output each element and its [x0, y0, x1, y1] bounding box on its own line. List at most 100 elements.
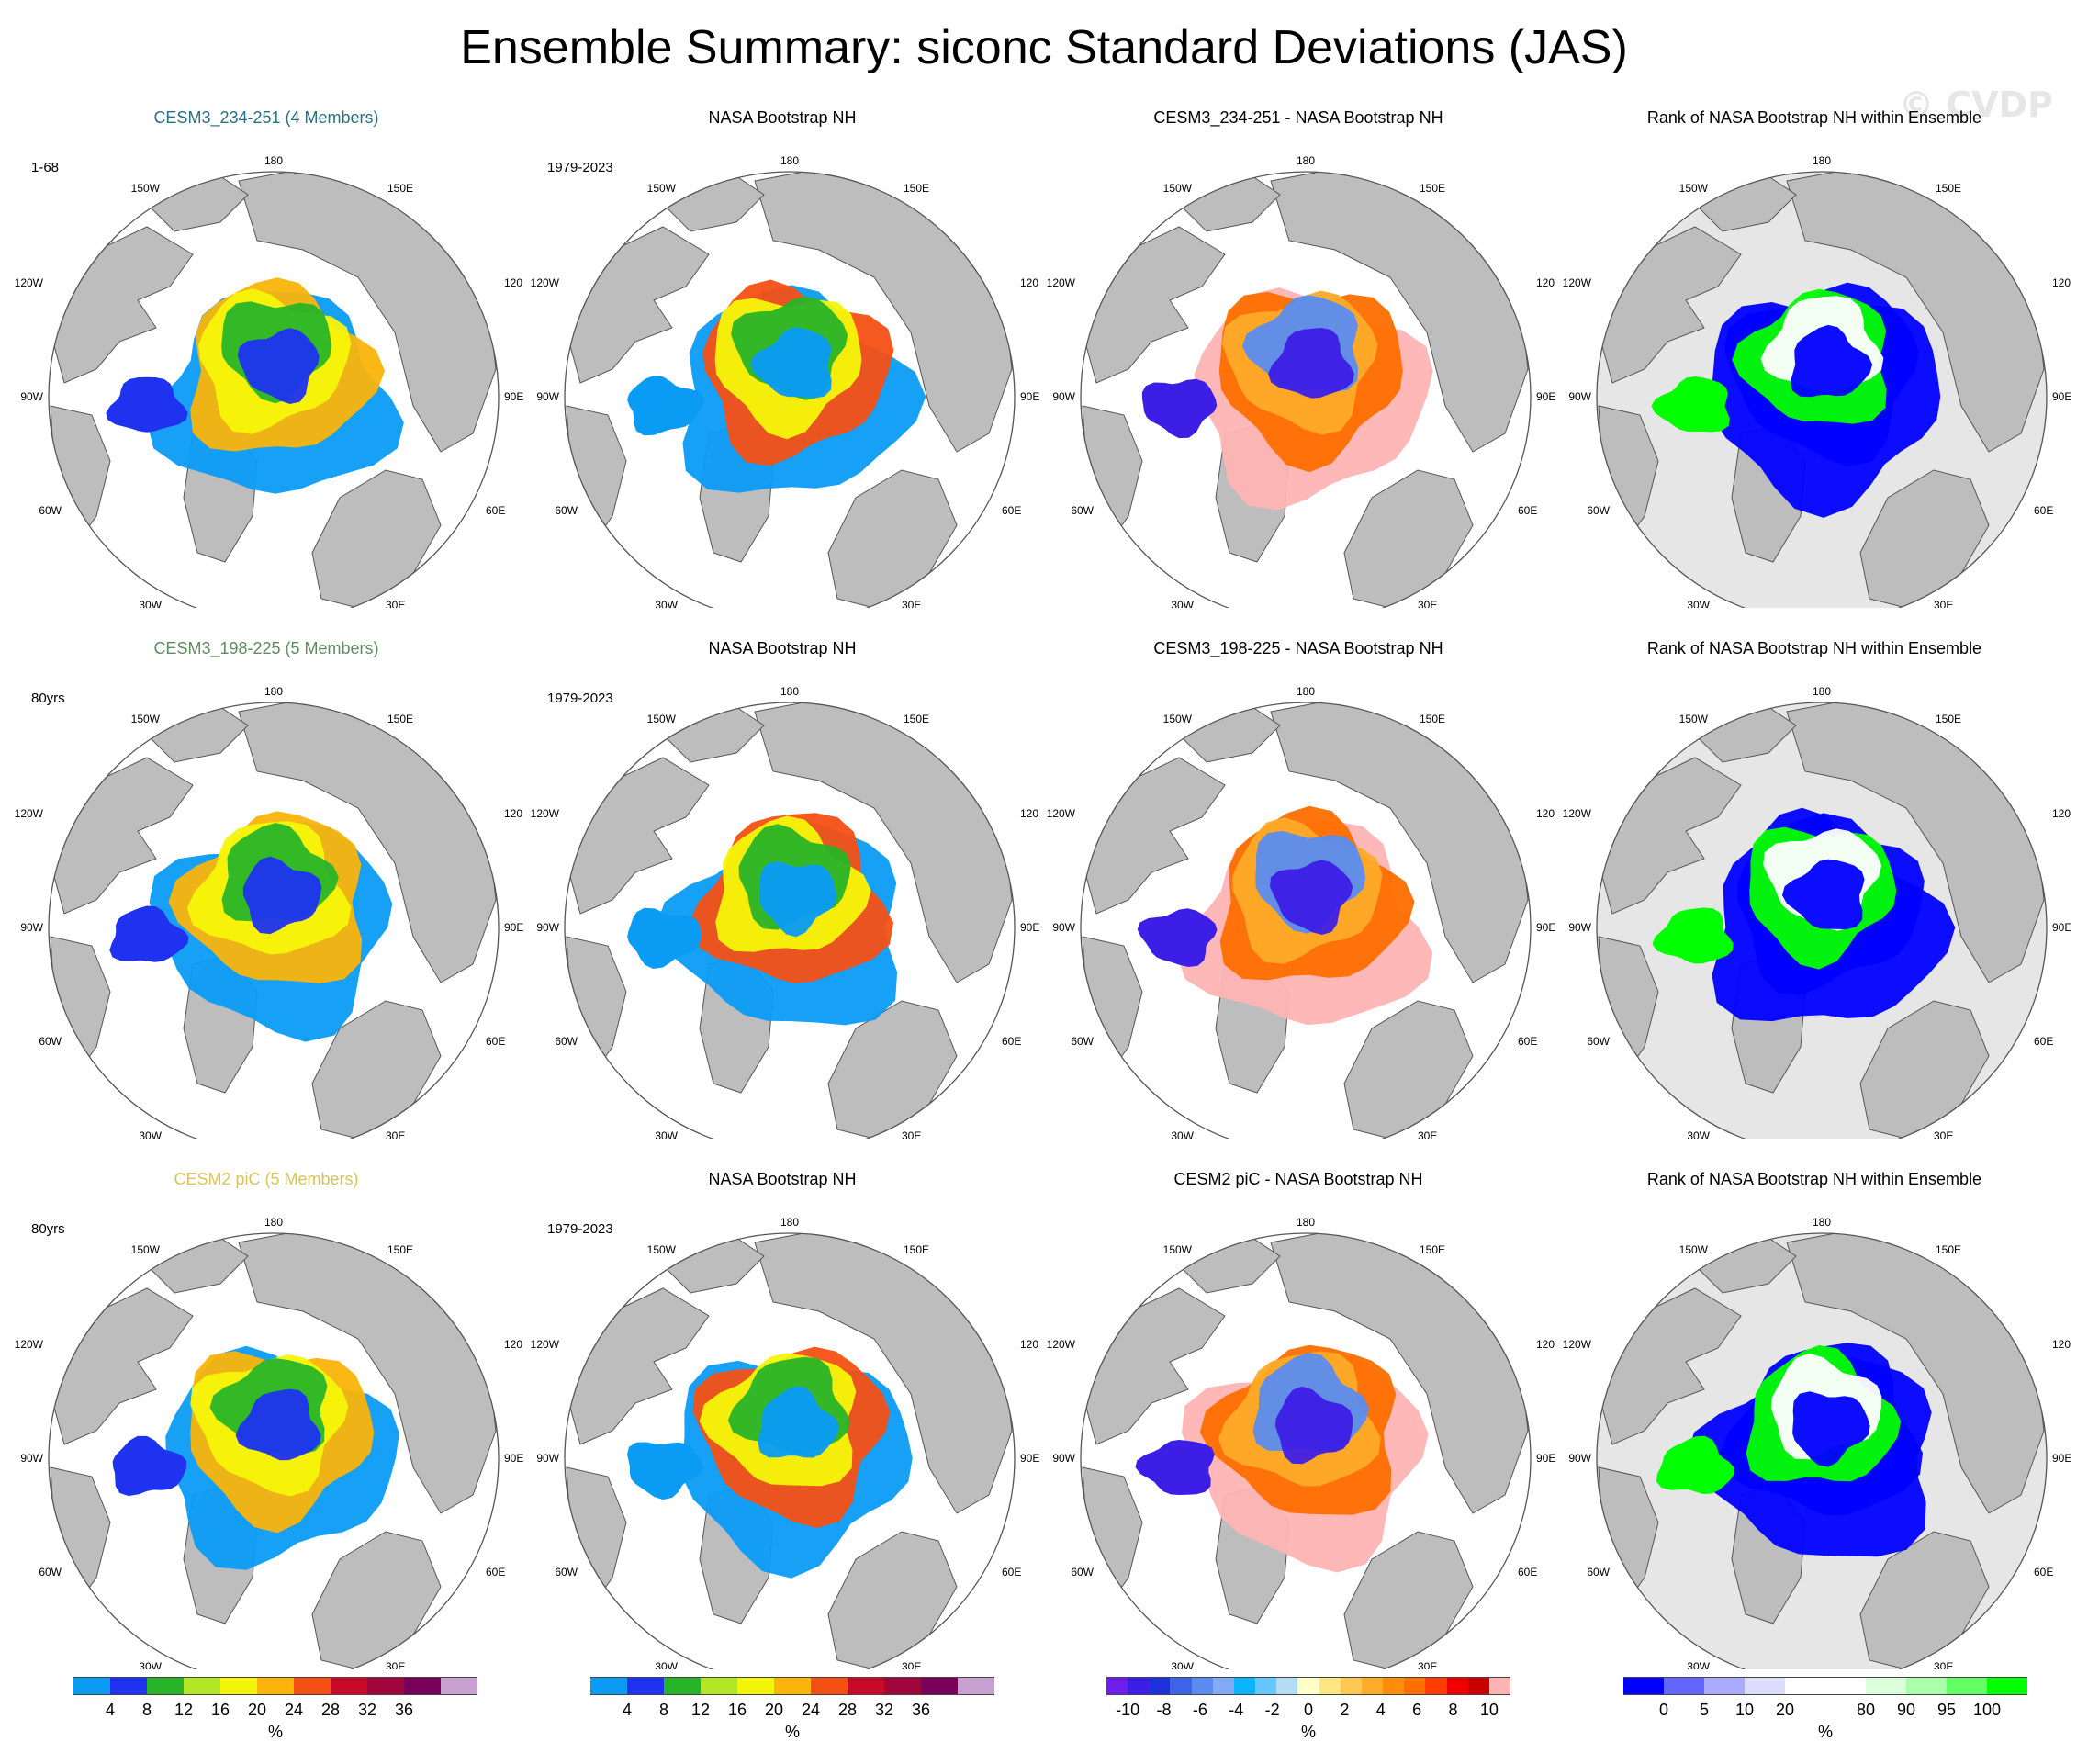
sea-ice-field-4: [1791, 324, 1873, 398]
lon-label-n30w: 30W: [139, 1660, 162, 1669]
colorbar-swatch: [701, 1677, 737, 1695]
map-content: [566, 1233, 1013, 1669]
polar-map: 180150E150W120E120W90E90W60E60W30E30W0: [15, 685, 523, 1139]
lon-label-n90e: 90E: [504, 1452, 523, 1465]
lon-label-n120e: 120E: [2052, 1338, 2071, 1351]
colorbar-swatch: [1383, 1677, 1405, 1695]
colorbar-swatch: [1947, 1677, 1987, 1695]
lon-label-n150e: 150E: [1936, 182, 1961, 195]
lon-label-n60w: 60W: [39, 1566, 62, 1579]
colorbar-swatch: [1425, 1677, 1447, 1695]
colorbar-tick-label: 10: [1734, 1701, 1755, 1719]
colorbar-swatch: [220, 1677, 257, 1695]
panel-title: Rank of NASA Bootstrap NH within Ensembl…: [1646, 639, 1982, 657]
map-border: [1080, 1232, 1532, 1669]
colorbar-tick-label: 16: [727, 1701, 747, 1719]
colorbar-tick-label: 32: [357, 1701, 377, 1719]
colorbar-swatch: [1297, 1677, 1319, 1695]
colorbar-swatch: [590, 1677, 627, 1695]
lon-label-n60w: 60W: [1587, 1566, 1610, 1579]
lon-label-n90w: 90W: [20, 921, 43, 934]
polar-map: 180150E150W120E120W90E90W60E60W30E30W0: [15, 154, 523, 608]
colorbar-difference: -10 -8 -6 -4 -2 0 2 4 6 8 10%: [1106, 1677, 1510, 1755]
lon-label-n90e: 90E: [2052, 921, 2071, 934]
lon-label-n60e: 60E: [1002, 504, 1021, 517]
polar-map: 180150E150W120E120W90E90W60E60W30E30W0: [531, 154, 1039, 608]
colorbar-swatch: [921, 1677, 958, 1695]
colorbar-swatch: [1785, 1677, 1825, 1695]
colorbar-swatch: [1745, 1677, 1785, 1695]
polar-map: 180150E150W120E120W90E90W60E60W30E30W0: [1047, 685, 1555, 1139]
lon-label-n90e: 90E: [504, 390, 523, 403]
lon-label-n180: 180: [264, 154, 283, 167]
lon-label-n60e: 60E: [1518, 1035, 1537, 1048]
land-mass-3: [311, 469, 442, 608]
colorbar-unit: %: [784, 1723, 800, 1741]
colorbar-stddev: 4 8 12 16 20 24 28 32 36%: [73, 1677, 477, 1755]
colorbar-swatch: [1361, 1677, 1384, 1695]
lon-label-n120e: 120E: [2052, 807, 2071, 820]
map-border: [1080, 171, 1532, 608]
map-border: [48, 1232, 500, 1669]
lon-label-n30w: 30W: [1171, 599, 1194, 608]
sea-ice-field-4: [1792, 1391, 1870, 1467]
colorbar-swatch: [1404, 1677, 1426, 1695]
colorbar-swatch: [1233, 1677, 1256, 1695]
map-border: [1080, 702, 1532, 1139]
colorbar-swatch: [811, 1677, 848, 1695]
lon-label-n120w: 120W: [15, 276, 44, 289]
colorbar-tick-label: 10: [1479, 1701, 1499, 1719]
colorbar-swatch: [294, 1677, 331, 1695]
lon-label-n90w: 90W: [1052, 390, 1075, 403]
lon-label-n120e: 120E: [504, 276, 523, 289]
lon-label-n150e: 150E: [1420, 713, 1445, 725]
lon-label-n120w: 120W: [531, 276, 560, 289]
colorbar-tick-label: -2: [1264, 1701, 1280, 1719]
colorbar-swatches: [1106, 1677, 1510, 1695]
sea-ice-baffin: [627, 376, 704, 436]
lon-label-n30w: 30W: [1687, 1660, 1710, 1669]
map-panel-5: CESM3_198-225 (5 Members) 80yrs 180 150E 150…: [9, 639, 523, 1139]
colorbar-unit: %: [267, 1723, 283, 1741]
colorbar-tick-label: 12: [174, 1701, 194, 1719]
lon-label-n120e: 120E: [504, 807, 523, 820]
lon-label-n30e: 30E: [1934, 1129, 1953, 1139]
lon-label-n150w: 150W: [647, 713, 677, 725]
lon-label-n60e: 60E: [486, 504, 505, 517]
colorbar-unit: %: [1817, 1723, 1833, 1741]
colorbar-swatch: [441, 1677, 477, 1695]
lon-label-n60w: 60W: [555, 1035, 578, 1048]
colorbar-tick-label: 24: [284, 1701, 304, 1719]
lon-label-n30e: 30E: [386, 1129, 405, 1139]
panel-period: 80yrs: [31, 1221, 65, 1237]
map-content: [1082, 172, 1529, 608]
lon-label-n90e: 90E: [1536, 1452, 1555, 1465]
sea-ice-field-4: [1270, 860, 1353, 935]
lon-label-n30w: 30W: [139, 599, 162, 608]
lon-label-n150w: 150W: [1679, 182, 1709, 195]
colorbar-swatch: [1467, 1677, 1489, 1695]
map-content: [1082, 1233, 1529, 1669]
colorbar-swatch: [1704, 1677, 1745, 1695]
map-content: [1598, 702, 2045, 1139]
colorbar-rank: 0 5 10 20 80 90 95 100%: [1623, 1677, 2027, 1755]
map-panel-7: CESM3_198-225 - NASA Bootstrap NH 180 150E…: [1041, 639, 1555, 1139]
lon-label-n120w: 120W: [1047, 276, 1076, 289]
polar-map: 180150E150W120E120W90E90W60E60W30E30W0: [1047, 1216, 1555, 1669]
panel-title: NASA Bootstrap NH: [708, 639, 857, 657]
colorbar-swatch: [627, 1677, 664, 1695]
lon-label-n180: 180: [780, 685, 799, 698]
lon-label-n30e: 30E: [386, 1660, 405, 1669]
map-panel-8: Rank of NASA Bootstrap NH within Ensembl…: [1557, 639, 2071, 1139]
lon-label-n150w: 150W: [647, 1243, 677, 1256]
colorbar-swatch: [367, 1677, 404, 1695]
lon-label-n180: 180: [780, 154, 799, 167]
lon-label-n120w: 120W: [531, 1338, 560, 1351]
colorbar-swatch: [1623, 1677, 1664, 1695]
lon-label-n30e: 30E: [1934, 599, 1953, 608]
lon-label-n60w: 60W: [1587, 1035, 1610, 1048]
colorbar-swatch: [1664, 1677, 1704, 1695]
map-border: [1596, 702, 2048, 1139]
lon-label-n120w: 120W: [531, 807, 560, 820]
lon-label-n180: 180: [264, 1216, 283, 1229]
